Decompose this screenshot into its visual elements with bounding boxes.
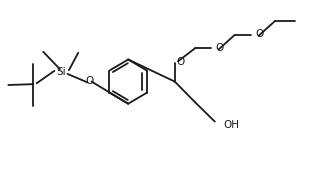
- Text: O: O: [216, 43, 224, 53]
- Text: O: O: [256, 29, 264, 39]
- Text: OH: OH: [224, 120, 240, 130]
- Text: O: O: [177, 57, 185, 67]
- Text: Si: Si: [57, 67, 66, 77]
- Text: O: O: [85, 76, 93, 86]
